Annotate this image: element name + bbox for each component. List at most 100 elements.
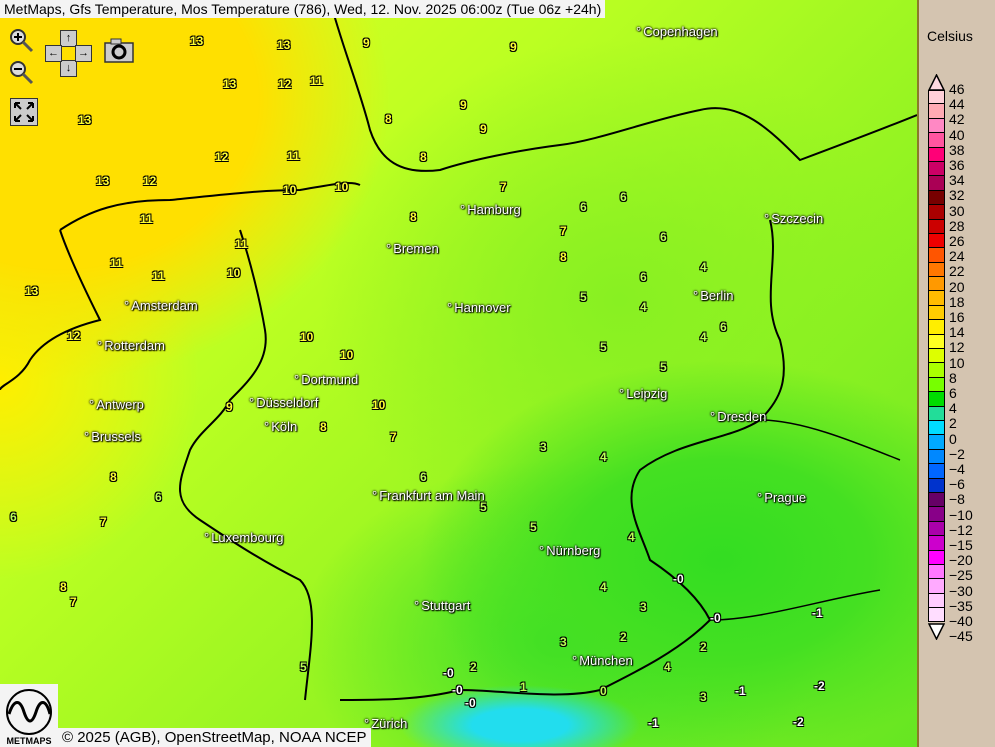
station-temperature: 11: [310, 74, 323, 88]
legend-label: 24: [949, 248, 965, 265]
legend-swatch: [928, 248, 945, 263]
station-temperature: -0: [465, 696, 476, 710]
station-temperature: -1: [812, 606, 823, 620]
station-temperature: 12: [143, 174, 157, 188]
legend-label: 16: [949, 309, 965, 325]
legend-label: 0: [949, 430, 957, 447]
legend-top-arrow: [928, 74, 945, 91]
pan-down-button[interactable]: ↓: [60, 60, 77, 77]
legend-swatch: [928, 90, 945, 105]
legend-swatch: [928, 147, 945, 162]
station-temperature: -0: [452, 683, 463, 697]
legend-label: 8: [949, 369, 957, 386]
city-label: Frankfurt am Main: [372, 488, 484, 503]
legend-swatch: [928, 334, 945, 350]
station-temperature: -2: [793, 715, 804, 729]
legend-swatch: [928, 219, 945, 234]
legend-swatch: [928, 118, 945, 134]
station-temperature: 8: [420, 150, 427, 164]
station-temperature: 4: [700, 260, 707, 274]
legend-label: −45: [949, 628, 973, 645]
copyright-footer: © 2025 (AGB), OpenStreetMap, NOAA NCEP: [58, 728, 371, 747]
pan-left-button[interactable]: ←: [45, 45, 62, 62]
legend-swatch: [928, 579, 945, 594]
station-temperature: 8: [385, 112, 392, 126]
station-temperature: 7: [100, 515, 107, 529]
station-temperature: 8: [60, 580, 67, 594]
legend-swatch: [928, 464, 945, 479]
station-temperature: 13: [78, 113, 92, 127]
city-label: Dresden: [710, 409, 766, 424]
city-label: München: [572, 653, 632, 668]
legend-swatch: [928, 420, 945, 436]
station-temperature: 5: [600, 340, 607, 354]
legend-label: −10: [949, 506, 973, 523]
station-temperature: 5: [300, 660, 307, 674]
station-temperature: -1: [648, 716, 659, 730]
temperature-map[interactable]: MetMaps, Gfs Temperature, Mos Temperatur…: [0, 0, 917, 747]
station-temperature: 3: [560, 635, 567, 649]
legend-swatch: [928, 133, 945, 148]
legend-swatch: [928, 320, 945, 335]
legend-swatch: [928, 521, 945, 537]
legend-label: 40: [949, 126, 965, 143]
screenshot-button[interactable]: [103, 36, 135, 64]
legend-label: 42: [949, 111, 965, 128]
pan-right-button[interactable]: →: [75, 45, 92, 62]
legend-label: 30: [949, 202, 965, 219]
legend-swatch: [928, 104, 945, 119]
legend-label: −15: [949, 537, 973, 553]
zoom-out-button[interactable]: [8, 59, 34, 85]
station-temperature: 3: [640, 600, 647, 614]
station-temperature: 2: [620, 630, 627, 644]
legend-label: 10: [949, 354, 965, 371]
camera-icon: [104, 38, 134, 63]
station-temperature: 9: [480, 122, 487, 136]
legend-label: −12: [949, 521, 973, 538]
station-temperature: 7: [70, 595, 77, 609]
city-label: Prague: [757, 490, 806, 505]
legend-swatch: [928, 492, 945, 508]
city-label: Amsterdam: [124, 298, 197, 313]
city-label: Luxembourg: [204, 530, 283, 545]
station-temperature: 4: [640, 300, 647, 314]
legend-label: −20: [949, 552, 973, 569]
legend-swatch: [928, 176, 945, 191]
legend-label: 26: [949, 233, 965, 249]
fullscreen-button[interactable]: [10, 98, 38, 126]
station-temperature: 4: [700, 330, 707, 344]
station-temperature: 4: [600, 580, 607, 594]
station-temperature: 10: [227, 266, 241, 280]
legend-label: 46: [949, 81, 965, 97]
station-temperature: 6: [155, 490, 162, 504]
station-temperature: 12: [278, 77, 292, 91]
station-temperature: 4: [600, 450, 607, 464]
station-temperature: 11: [110, 256, 123, 270]
legend-label: −25: [949, 567, 973, 584]
legend-swatch: [928, 377, 945, 393]
legend-label: 4: [949, 400, 957, 417]
legend-title: Celsius: [927, 28, 973, 44]
station-temperature: -0: [710, 611, 721, 625]
station-temperature: 2: [470, 660, 477, 674]
legend-swatch: [928, 363, 945, 378]
legend-swatch: [928, 593, 945, 609]
legend-swatch: [928, 608, 945, 623]
city-label: Rotterdam: [97, 338, 165, 353]
station-temperature: 9: [363, 36, 370, 50]
station-temperature: 6: [620, 190, 627, 204]
legend-swatch: [928, 550, 945, 565]
station-temperature: 11: [235, 237, 248, 251]
pan-up-button[interactable]: ↑: [60, 30, 77, 47]
station-temperature: 8: [110, 470, 117, 484]
zoom-in-button[interactable]: [8, 27, 34, 53]
legend-swatch: [928, 507, 945, 522]
legend-swatch: [928, 161, 945, 177]
station-temperature: 8: [410, 210, 417, 224]
station-temperature: 4: [628, 530, 635, 544]
legend-label: 6: [949, 385, 957, 401]
city-label: Leipzig: [619, 386, 667, 401]
legend-swatch: [928, 190, 945, 206]
station-temperature: 9: [510, 40, 517, 54]
legend-label: 32: [949, 187, 965, 204]
